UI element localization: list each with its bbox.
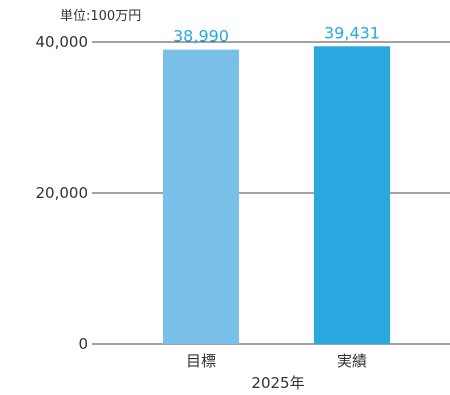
y-axis-ticks: 0 20,000 40,000 <box>36 33 89 353</box>
x-axis-categories: 目標 実績 <box>186 352 367 370</box>
category-label-target: 目標 <box>186 352 216 370</box>
data-labels: 38,990 39,431 <box>173 23 380 45</box>
bar-actual <box>314 46 390 344</box>
data-label-target: 38,990 <box>173 27 229 46</box>
data-label-actual: 39,431 <box>324 23 380 42</box>
category-label-actual: 実績 <box>337 352 367 370</box>
gridlines <box>92 41 450 345</box>
bars <box>163 46 390 345</box>
y-tick-label: 40,000 <box>36 33 89 51</box>
x-axis-label: 2025年 <box>251 374 304 392</box>
y-tick-label: 0 <box>78 335 88 353</box>
y-tick-label: 20,000 <box>36 184 89 202</box>
bar-target <box>163 49 239 345</box>
unit-label: 単位:100万円 <box>60 8 141 24</box>
